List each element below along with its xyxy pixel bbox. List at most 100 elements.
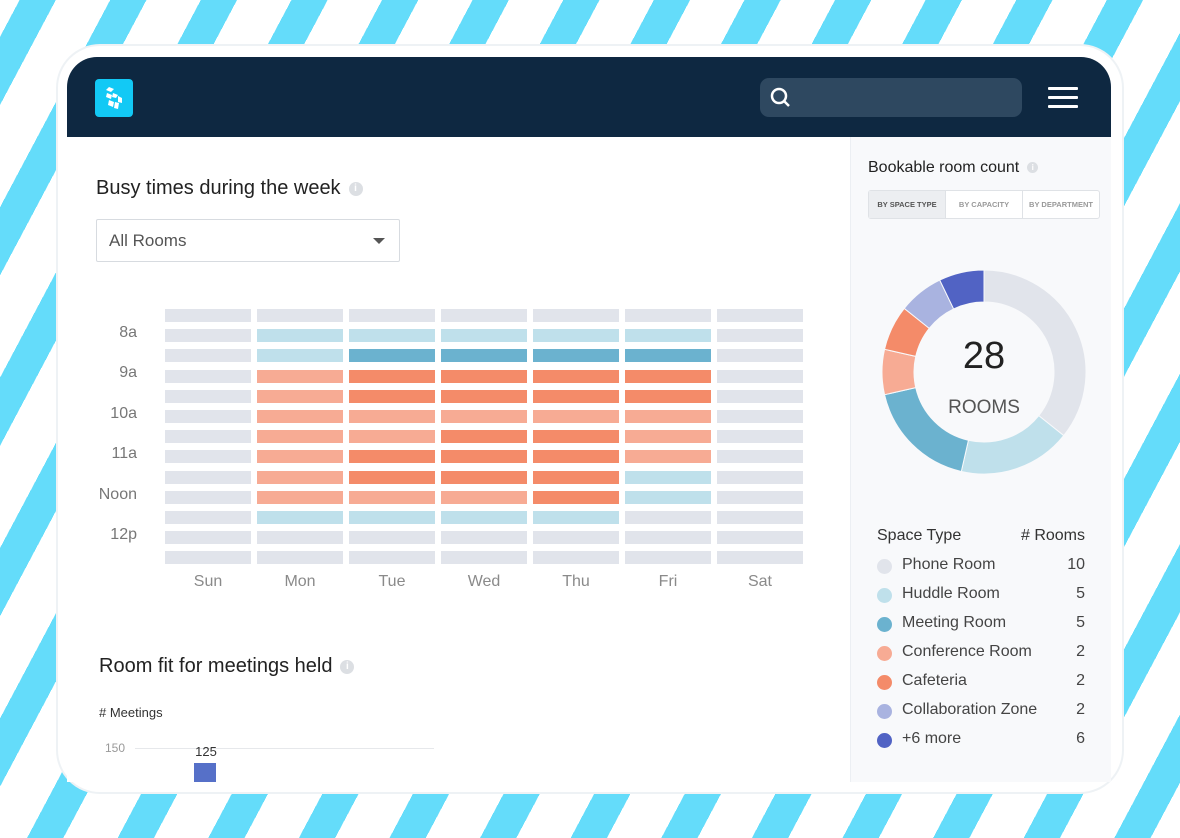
- hamburger-icon[interactable]: [1048, 87, 1078, 109]
- heatmap-cell[interactable]: [441, 369, 527, 383]
- heatmap-cell[interactable]: [165, 470, 251, 484]
- heatmap-cell[interactable]: [717, 329, 803, 343]
- heatmap-cell[interactable]: [625, 511, 711, 524]
- heatmap-cell[interactable]: [257, 430, 343, 444]
- heatmap-cell[interactable]: [533, 470, 619, 484]
- legend-item[interactable]: Conference Room 2: [877, 642, 1085, 664]
- heatmap-cell[interactable]: [257, 389, 343, 403]
- heatmap-cell[interactable]: [441, 511, 527, 524]
- heatmap-cell[interactable]: [257, 349, 343, 363]
- heatmap-cell[interactable]: [533, 369, 619, 383]
- heatmap-cell[interactable]: [441, 450, 527, 464]
- heatmap-cell[interactable]: [625, 430, 711, 444]
- heatmap-cell[interactable]: [533, 551, 619, 565]
- heatmap-cell[interactable]: [717, 430, 803, 444]
- legend-item[interactable]: Meeting Room 5: [877, 613, 1085, 635]
- heatmap-cell[interactable]: [625, 490, 711, 504]
- heatmap-cell[interactable]: [441, 389, 527, 403]
- heatmap-cell[interactable]: [165, 410, 251, 423]
- heatmap-cell[interactable]: [349, 470, 435, 484]
- heatmap-cell[interactable]: [717, 369, 803, 383]
- heatmap-cell[interactable]: [625, 349, 711, 363]
- heatmap-cell[interactable]: [533, 309, 619, 322]
- heatmap-cell[interactable]: [533, 349, 619, 363]
- heatmap-cell[interactable]: [441, 349, 527, 363]
- bar[interactable]: [194, 763, 216, 782]
- heatmap-cell[interactable]: [165, 511, 251, 524]
- heatmap-cell[interactable]: [717, 349, 803, 363]
- heatmap-cell[interactable]: [349, 551, 435, 565]
- heatmap-cell[interactable]: [717, 389, 803, 403]
- heatmap-cell[interactable]: [257, 531, 343, 545]
- heatmap-cell[interactable]: [625, 329, 711, 343]
- heatmap-cell[interactable]: [625, 551, 711, 565]
- legend-item[interactable]: Phone Room 10: [877, 555, 1085, 577]
- heatmap-cell[interactable]: [533, 490, 619, 504]
- heatmap-cell[interactable]: [625, 309, 711, 322]
- heatmap-cell[interactable]: [717, 450, 803, 464]
- donut-slice[interactable]: [939, 269, 985, 310]
- heatmap-cell[interactable]: [533, 511, 619, 524]
- heatmap-cell[interactable]: [349, 349, 435, 363]
- donut-slice[interactable]: [983, 269, 1087, 437]
- legend-item[interactable]: +6 more 6: [877, 729, 1085, 751]
- heatmap-cell[interactable]: [625, 531, 711, 545]
- heatmap-cell[interactable]: [349, 410, 435, 423]
- heatmap-cell[interactable]: [349, 450, 435, 464]
- heatmap-cell[interactable]: [441, 470, 527, 484]
- heatmap-cell[interactable]: [533, 531, 619, 545]
- heatmap-cell[interactable]: [441, 430, 527, 444]
- info-icon[interactable]: i: [1027, 162, 1039, 174]
- room-filter-dropdown[interactable]: All Rooms: [96, 219, 400, 262]
- donut-slice[interactable]: [881, 348, 917, 396]
- heatmap-cell[interactable]: [441, 309, 527, 322]
- heatmap-cell[interactable]: [349, 389, 435, 403]
- heatmap-cell[interactable]: [533, 410, 619, 423]
- heatmap-cell[interactable]: [349, 430, 435, 444]
- heatmap-cell[interactable]: [349, 490, 435, 504]
- heatmap-cell[interactable]: [349, 309, 435, 322]
- heatmap-cell[interactable]: [165, 490, 251, 504]
- legend-item[interactable]: Cafeteria 2: [877, 671, 1085, 693]
- heatmap-cell[interactable]: [165, 389, 251, 403]
- heatmap-cell[interactable]: [441, 531, 527, 545]
- heatmap-cell[interactable]: [349, 369, 435, 383]
- heatmap-cell[interactable]: [349, 511, 435, 524]
- heatmap-cell[interactable]: [257, 410, 343, 423]
- heatmap-cell[interactable]: [441, 490, 527, 504]
- heatmap-cell[interactable]: [441, 551, 527, 565]
- heatmap-cell[interactable]: [625, 410, 711, 423]
- heatmap-cell[interactable]: [717, 490, 803, 504]
- heatmap-cell[interactable]: [257, 551, 343, 565]
- heatmap-cell[interactable]: [257, 511, 343, 524]
- heatmap-cell[interactable]: [533, 389, 619, 403]
- heatmap-cell[interactable]: [165, 531, 251, 545]
- heatmap-cell[interactable]: [625, 389, 711, 403]
- info-icon[interactable]: i: [348, 181, 363, 196]
- heatmap-cell[interactable]: [165, 349, 251, 363]
- heatmap-cell[interactable]: [717, 309, 803, 322]
- heatmap-cell[interactable]: [533, 329, 619, 343]
- info-icon[interactable]: i: [340, 659, 355, 674]
- tab-by-capacity[interactable]: BY CAPACITY: [946, 191, 1023, 218]
- heatmap-cell[interactable]: [717, 551, 803, 565]
- heatmap-cell[interactable]: [717, 410, 803, 423]
- heatmap-cell[interactable]: [257, 309, 343, 322]
- app-logo[interactable]: [95, 79, 133, 117]
- heatmap-cell[interactable]: [165, 329, 251, 343]
- heatmap-cell[interactable]: [257, 450, 343, 464]
- heatmap-cell[interactable]: [625, 369, 711, 383]
- heatmap-cell[interactable]: [165, 309, 251, 322]
- heatmap-cell[interactable]: [349, 531, 435, 545]
- legend-item[interactable]: Huddle Room 5: [877, 584, 1085, 606]
- heatmap-cell[interactable]: [165, 430, 251, 444]
- heatmap-cell[interactable]: [441, 329, 527, 343]
- heatmap-cell[interactable]: [165, 450, 251, 464]
- heatmap-cell[interactable]: [349, 329, 435, 343]
- heatmap-cell[interactable]: [257, 490, 343, 504]
- heatmap-cell[interactable]: [257, 470, 343, 484]
- heatmap-cell[interactable]: [533, 450, 619, 464]
- donut-slice[interactable]: [960, 414, 1065, 475]
- tab-by-space-type[interactable]: BY SPACE TYPE: [869, 191, 946, 218]
- heatmap-cell[interactable]: [717, 470, 803, 484]
